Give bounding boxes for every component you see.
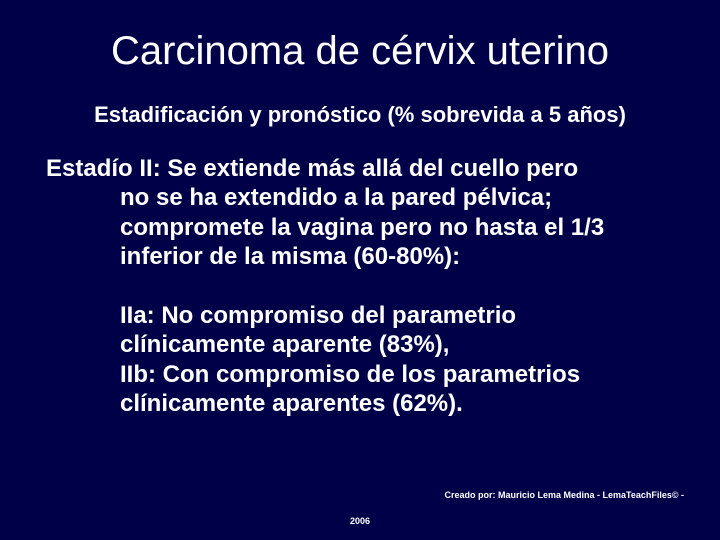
stage-line-1: Estadío II: Se extiende más allá del cue… [46, 154, 674, 183]
slide-subtitle: Estadificación y pronóstico (% sobrevida… [46, 102, 674, 128]
stage-line-2: no se ha extendido a la pared pélvica; [46, 183, 674, 212]
credit-year: 2006 [0, 516, 720, 526]
slide-title: Carcinoma de cérvix uterino [46, 28, 674, 74]
slide: Carcinoma de cérvix uterino Estadificaci… [0, 0, 720, 540]
substage-line-1: IIa: No compromiso del parametrio [120, 301, 674, 330]
stage-line-3: compromete la vagina pero no hasta el 1/… [46, 213, 674, 242]
substage-block: IIa: No compromiso del parametrio clínic… [46, 301, 674, 418]
substage-line-4: clínicamente aparentes (62%). [120, 389, 674, 418]
substage-line-2: clínicamente aparente (83%), [120, 330, 674, 359]
stage-description: Estadío II: Se extiende más allá del cue… [46, 154, 674, 271]
credit-text: Creado por: Mauricio Lema Medina - LemaT… [444, 490, 684, 500]
substage-line-3: IIb: Con compromiso de los parametrios [120, 360, 674, 389]
stage-line-4: inferior de la misma (60-80%): [46, 242, 674, 271]
